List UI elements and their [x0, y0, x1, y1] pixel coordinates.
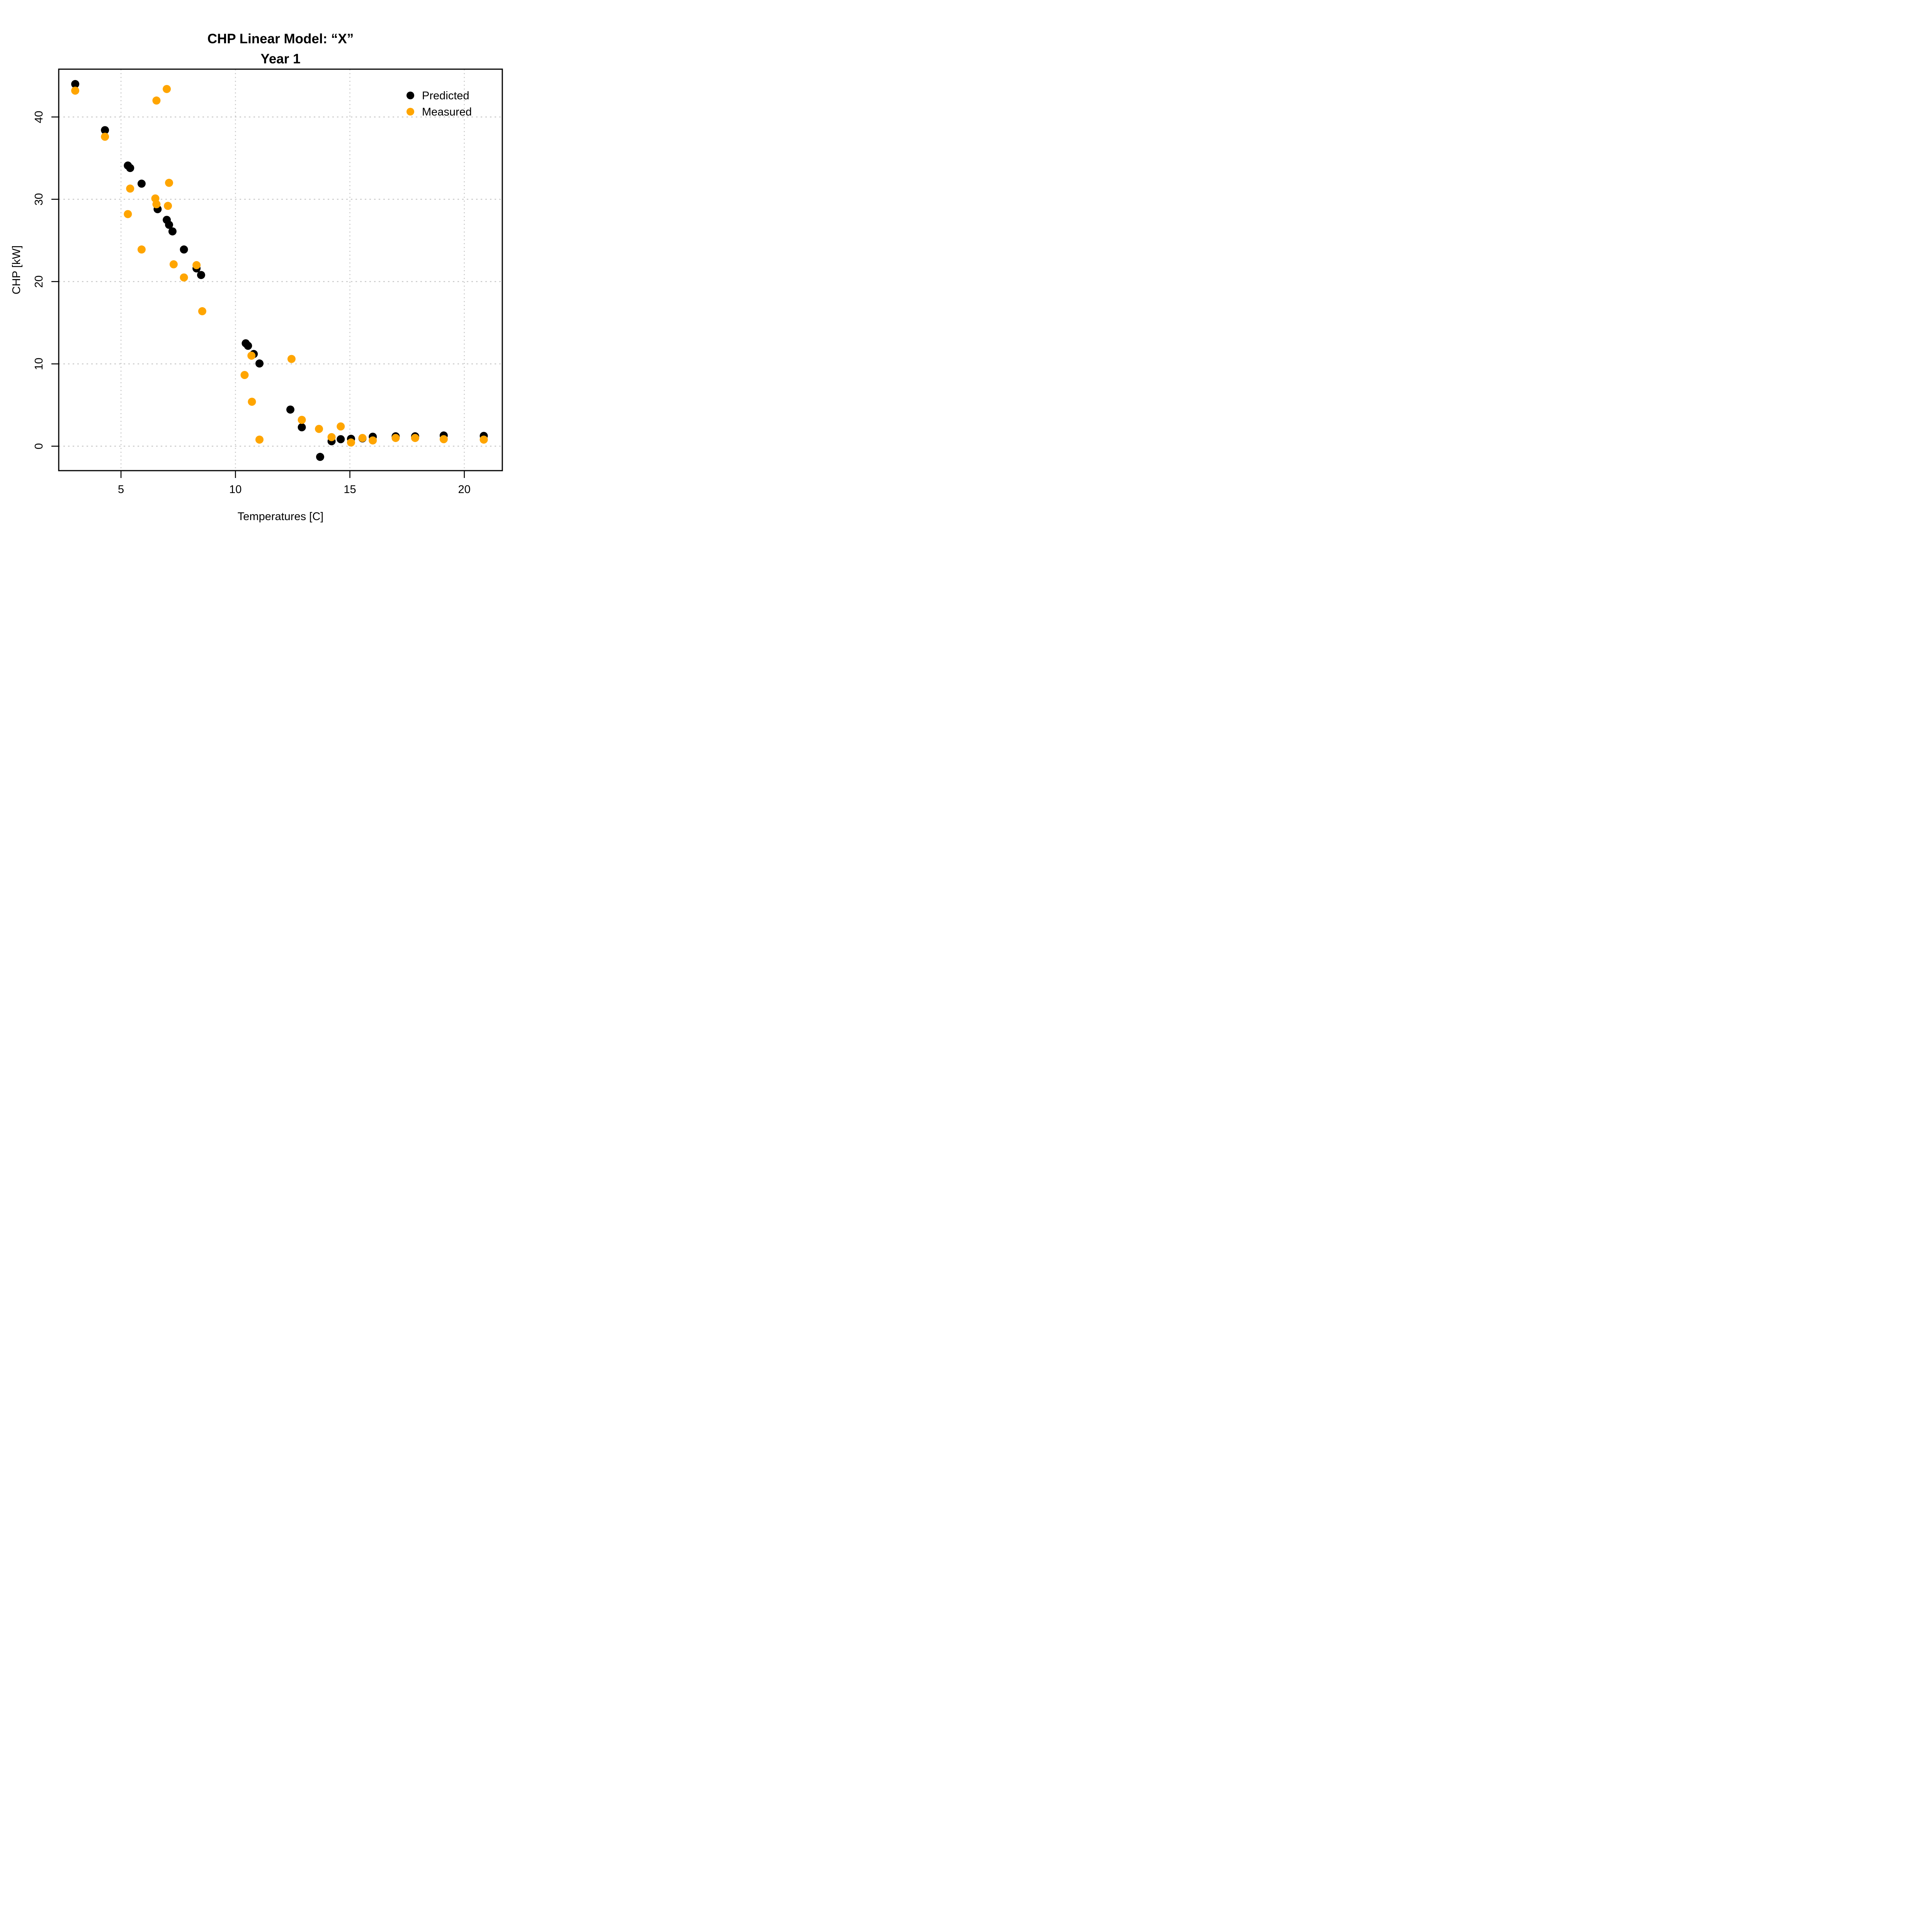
y-tick-label: 0: [33, 443, 45, 449]
data-point-measured: [327, 433, 336, 441]
x-tick-label: 15: [344, 483, 356, 496]
data-point-measured: [240, 371, 249, 379]
x-axis-title: Temperatures [C]: [238, 510, 323, 523]
legend-dot-measured: [406, 108, 414, 116]
data-point-measured: [287, 355, 296, 363]
scatter-plot: 5 10 15 20 0 10 20 30 40 CHP Linear Model: “X” Yea…: [10, 31, 503, 523]
data-point-measured: [411, 434, 419, 442]
data-point-measured: [248, 398, 256, 406]
data-point-measured: [347, 438, 355, 447]
data-point-measured: [439, 435, 448, 444]
chart-figure: 5 10 15 20 0 10 20 30 40 CHP Linear Model: “X” Yea…: [0, 0, 562, 527]
legend-dot-predicted: [406, 92, 414, 99]
legend-label-predicted: Predicted: [422, 90, 469, 102]
data-point-measured: [71, 87, 80, 95]
y-tick-label: 40: [33, 111, 45, 123]
data-point-measured: [152, 200, 161, 209]
plot-border: [58, 68, 503, 471]
data-point-measured: [126, 184, 134, 193]
y-tick-label: 10: [33, 358, 45, 370]
data-point-measured: [163, 85, 171, 93]
data-point-predicted: [168, 227, 177, 236]
data-point-predicted: [137, 179, 146, 188]
data-point-predicted: [244, 342, 252, 350]
data-point-measured: [358, 434, 367, 442]
data-point-measured: [247, 351, 256, 360]
data-point-measured: [369, 436, 377, 445]
data-point-measured: [164, 202, 172, 210]
y-tick-label: 20: [33, 276, 45, 288]
data-point-predicted: [180, 245, 188, 254]
data-point-predicted: [286, 405, 294, 414]
data-point-measured: [198, 307, 206, 315]
data-point-measured: [165, 179, 173, 187]
data-point-measured: [315, 425, 323, 433]
data-point-predicted: [316, 452, 324, 461]
data-point-predicted: [337, 435, 345, 444]
data-point-predicted: [197, 271, 205, 279]
y-tick-label: 30: [33, 193, 45, 206]
x-tick-label: 5: [118, 483, 124, 496]
x-tick-label: 20: [458, 483, 471, 496]
data-point-measured: [480, 435, 488, 444]
data-point-measured: [169, 260, 178, 269]
data-point-measured: [152, 96, 161, 105]
data-point-predicted: [101, 126, 109, 134]
chart-title: CHP Linear Model: “X”: [207, 31, 354, 46]
chart-subtitle: Year 1: [260, 51, 300, 66]
y-axis-title: CHP [kW]: [10, 245, 23, 294]
data-point-measured: [192, 261, 201, 269]
data-point-predicted: [126, 164, 134, 172]
data-point-measured: [124, 210, 132, 218]
data-point-predicted: [71, 80, 80, 88]
data-point-predicted: [165, 221, 173, 229]
data-point-measured: [180, 273, 188, 282]
x-tick-label: 10: [229, 483, 242, 496]
data-point-measured: [255, 435, 264, 444]
data-point-predicted: [255, 359, 264, 368]
data-point-measured: [337, 422, 345, 431]
data-point-measured: [391, 434, 400, 442]
data-point-predicted: [298, 423, 306, 432]
legend-label-measured: Measured: [422, 106, 472, 118]
data-point-measured: [101, 133, 109, 141]
data-point-measured: [298, 416, 306, 424]
data-point-measured: [137, 245, 146, 254]
